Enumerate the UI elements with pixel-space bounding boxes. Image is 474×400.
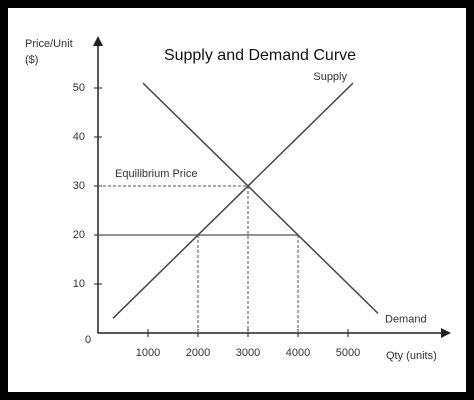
y-tick-label: 50 xyxy=(73,82,85,94)
series-label: Supply xyxy=(313,71,347,83)
y-tick-label: 40 xyxy=(73,131,85,143)
y-arrow xyxy=(93,36,103,46)
y-tick-label: 10 xyxy=(73,278,85,290)
x-tick-label: 5000 xyxy=(336,347,360,359)
series-line xyxy=(112,82,354,319)
series-line xyxy=(142,82,379,314)
chart-title: Supply and Demand Curve xyxy=(164,47,356,64)
origin-label: 0 xyxy=(85,334,91,346)
series-label: Demand xyxy=(385,313,427,325)
y-tick-label: 20 xyxy=(73,229,85,241)
background xyxy=(8,8,466,392)
x-tick-label: 4000 xyxy=(286,347,310,359)
y-axis-label: ($) xyxy=(25,54,38,66)
equilibrium-label: Equilibrium Price xyxy=(115,168,198,180)
x-tick-label: 2000 xyxy=(186,347,210,359)
x-tick-label: 3000 xyxy=(236,347,260,359)
x-axis-label: Qty (units) xyxy=(386,350,437,362)
x-tick-label: 1000 xyxy=(136,347,160,359)
x-arrow xyxy=(441,328,451,338)
y-axis-label: Price/Unit xyxy=(25,38,73,50)
y-tick-label: 30 xyxy=(73,180,85,192)
